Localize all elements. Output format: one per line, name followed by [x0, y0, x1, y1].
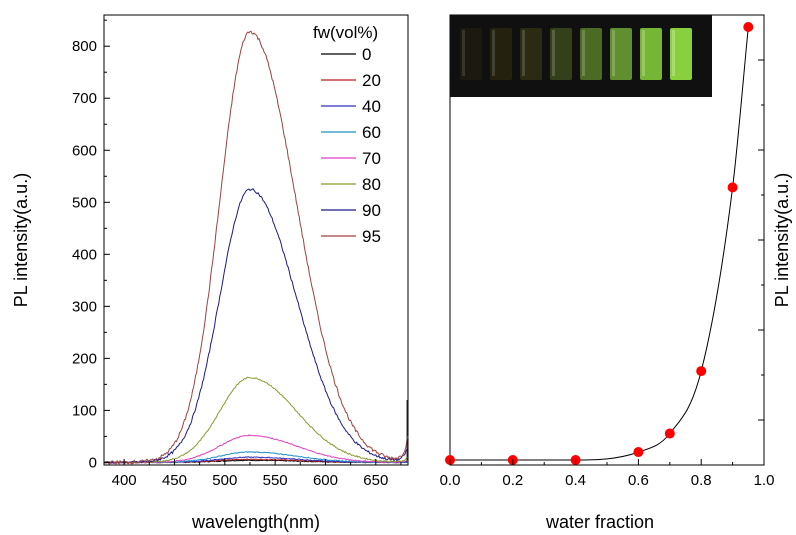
left-y-axis-title: PL intensity(a.u.) — [11, 173, 31, 307]
left-x-axis-title: wavelength(nm) — [191, 512, 320, 532]
right-x-tick-label: 0.8 — [691, 472, 712, 489]
vial-highlight — [612, 30, 615, 76]
right-panel: 0.0 0.2 0.4 0.6 0.8 1.0 water fraction PL int… — [440, 14, 792, 532]
right-x-ticks: 0.0 0.2 0.4 0.6 0.8 1.0 — [440, 459, 775, 489]
vials-photo-inset — [450, 15, 712, 97]
legend-label-0: 0 — [362, 45, 371, 64]
vial-highlight — [462, 30, 465, 76]
series-line-90 — [103, 188, 409, 465]
right-x-tick-label: 0.6 — [628, 472, 649, 489]
right-y-axis-title: PL intensity(a.u.) — [772, 173, 792, 307]
vial — [610, 28, 632, 80]
right-x-tick-label: 1.0 — [754, 472, 775, 489]
vial — [670, 28, 692, 80]
left-y-tick-label: 300 — [72, 298, 97, 315]
left-x-tick-label: 650 — [363, 472, 388, 489]
right-y-ticks — [758, 59, 764, 466]
vial-highlight — [522, 30, 525, 76]
vial-highlight — [492, 30, 495, 76]
vial — [490, 28, 512, 80]
data-point — [743, 22, 754, 32]
legend-label-20: 20 — [362, 71, 381, 90]
legend-label-40: 40 — [362, 97, 381, 116]
left-y-tick-label: 500 — [72, 194, 97, 211]
left-panel: 400 450 500 550 600 650 010020030040050060070… — [11, 14, 409, 532]
right-x-tick-label: 0.0 — [440, 472, 461, 489]
data-point — [727, 182, 738, 193]
vial-highlight — [672, 30, 675, 76]
left-plot-frame — [103, 14, 409, 466]
left-y-tick-label: 600 — [72, 142, 97, 159]
legend-label-70: 70 — [362, 149, 381, 168]
legend-label-80: 80 — [362, 175, 381, 194]
left-y-tick-label: 100 — [72, 402, 97, 419]
data-point — [696, 366, 707, 377]
vial-highlight — [642, 30, 645, 76]
left-y-ticks: 0 100 200 300 400 500 600 700 800 — [72, 19, 110, 471]
legend-title: fw(vol%) — [313, 23, 378, 42]
series-line-80 — [103, 376, 409, 464]
vial — [460, 28, 482, 80]
legend-label-95: 95 — [362, 227, 381, 246]
data-point — [664, 428, 675, 439]
left-y-tick-label: 700 — [72, 90, 97, 107]
right-x-tick-label: 0.2 — [502, 472, 523, 489]
left-curves — [103, 30, 409, 466]
right-x-tick-label: 0.4 — [565, 472, 586, 489]
left-x-tick-label: 500 — [212, 472, 237, 489]
data-point — [633, 447, 644, 458]
legend: fw(vol%) 0 20 40 60 70 80 90 95 — [313, 23, 381, 246]
left-x-tick-label: 550 — [263, 472, 288, 489]
left-y-tick-label: 0 — [89, 454, 97, 471]
right-x-axis-title: water fraction — [545, 512, 654, 532]
left-y-tick-label: 800 — [72, 38, 97, 55]
left-x-tick-label: 400 — [112, 472, 137, 489]
left-y-tick-label: 200 — [72, 350, 97, 367]
series-line-70 — [103, 434, 409, 464]
vial-highlight — [552, 30, 555, 76]
vial — [550, 28, 572, 80]
legend-label-90: 90 — [362, 201, 381, 220]
vial-highlight — [582, 30, 585, 76]
left-y-tick-label: 400 — [72, 246, 97, 263]
vial — [520, 28, 542, 80]
vial — [640, 28, 662, 80]
legend-label-60: 60 — [362, 123, 381, 142]
series-line-95 — [103, 30, 409, 466]
left-x-tick-label: 450 — [162, 472, 187, 489]
left-x-tick-label: 600 — [313, 472, 338, 489]
left-x-ticks: 400 450 500 550 600 650 — [112, 459, 402, 489]
vial — [580, 28, 602, 80]
